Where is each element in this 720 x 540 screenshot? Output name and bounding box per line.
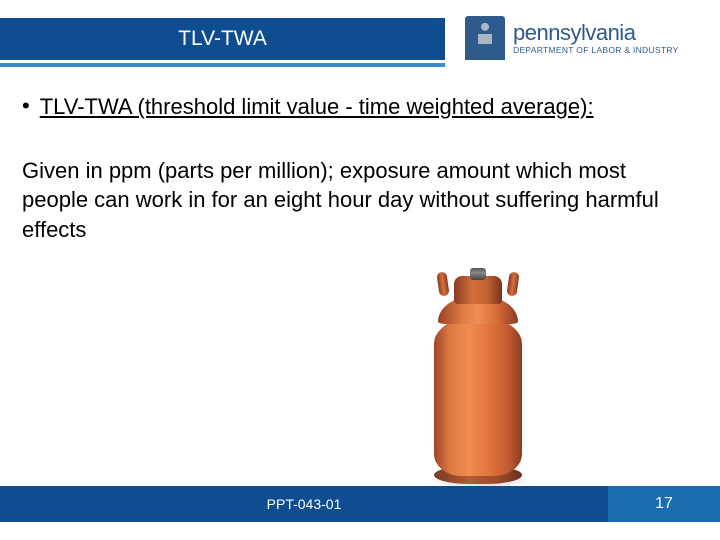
cylinder-handle-left <box>436 271 449 296</box>
bullet-item: • TLV-TWA (threshold limit value - time … <box>22 92 698 122</box>
cylinder-valve <box>470 268 486 280</box>
content-area: • TLV-TWA (threshold limit value - time … <box>22 92 698 245</box>
logo-main-text: pennsylvania <box>513 22 679 44</box>
bullet-text: TLV-TWA (threshold limit value - time we… <box>40 92 594 122</box>
header-bar: TLV-TWA <box>0 18 445 60</box>
cylinder-handle-right <box>506 271 519 296</box>
cylinder-body <box>434 316 522 476</box>
footer-page-number: 17 <box>608 486 720 522</box>
pennsylvania-logo: pennsylvania DEPARTMENT OF LABOR & INDUS… <box>465 14 700 62</box>
footer-bar: PPT-043-01 17 <box>0 486 720 522</box>
logo-sub-text: DEPARTMENT OF LABOR & INDUSTRY <box>513 46 679 55</box>
gas-cylinder-image <box>408 268 548 488</box>
footer-doc-id: PPT-043-01 <box>0 486 608 522</box>
cylinder-collar <box>454 276 502 304</box>
body-paragraph: Given in ppm (parts per million); exposu… <box>22 156 682 245</box>
bullet-dot-icon: • <box>22 92 30 121</box>
keystone-icon <box>465 16 505 60</box>
header-underline <box>0 63 445 67</box>
slide-title: TLV-TWA <box>178 27 267 51</box>
logo-text: pennsylvania DEPARTMENT OF LABOR & INDUS… <box>513 22 679 55</box>
